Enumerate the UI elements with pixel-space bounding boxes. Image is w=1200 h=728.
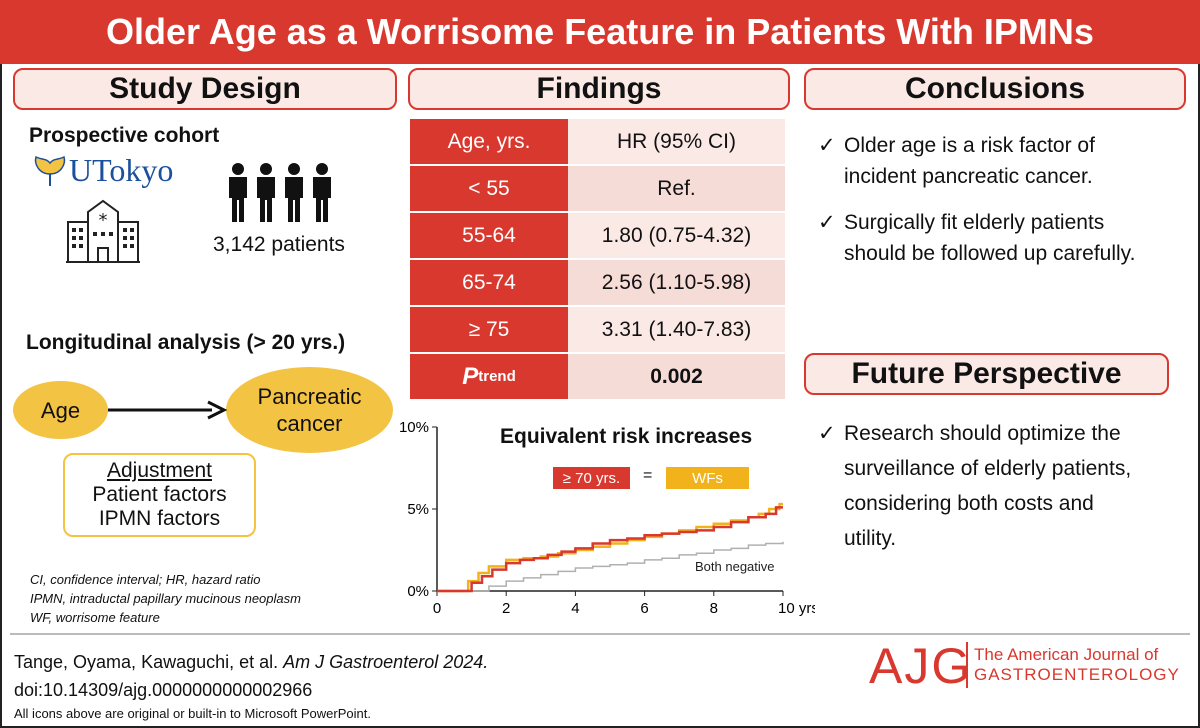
ptrend-sub: trend [478,368,516,385]
ptrend-p: P [462,362,479,390]
patient-count: 3,142 patients [213,233,345,256]
table-cell-age: 65-74 [410,260,568,307]
pancreatic-cancer-node: Pancreatic cancer [226,367,393,453]
pancreatic-cancer-line2: cancer [276,411,343,436]
series-line-age70 [437,506,783,593]
x-tick-label: 4 [571,600,579,617]
causal-arrow [108,400,228,420]
longitudinal-label: Longitudinal analysis (> 20 yrs.) [26,331,346,354]
legend-age70: ≥ 70 yrs. [553,467,630,489]
table-cell-age: ≥ 75 [410,307,568,354]
future-line3: considering both costs and [844,492,1094,515]
conclusion-1-line1: Older age is a risk factor of [844,134,1095,157]
conclusion-2-line1: Surgically fit elderly patients [844,211,1105,234]
series-line-wfs [437,502,783,593]
conclusion-2-line2: should be followed up carefully. [844,242,1136,265]
utokyo-text: UTokyo [69,152,174,188]
kaplan-meier-chart: 0 2 4 6 8 10 yrs. 0% 5% 10% Both negative [399,419,815,617]
table-header-hr: HR (95% CI) [568,119,785,166]
table-cell-hr: 2.56 (1.10-5.98) [568,260,785,307]
pancreatic-cancer-line1: Pancreatic [257,384,362,409]
table-cell-hr: Ref. [568,166,785,213]
future-perspective-header: Future Perspective [804,353,1169,395]
y-tick-label: 0% [407,583,429,600]
table-header-row: Age, yrs. HR (95% CI) [410,119,785,166]
chart-title: Equivalent risk increases [500,425,753,448]
adjustment-ipmn-factors: IPMN factors [98,507,221,530]
table-header-age: Age, yrs. [410,119,568,166]
page-title: Older Age as a Worrisome Feature in Pati… [0,0,1200,64]
abbrev-line-3: WF, worrisome feature [30,610,160,625]
x-tick-label: 8 [710,600,718,617]
findings-header: Findings [408,68,790,110]
adjustment-patient-factors: Patient factors [92,483,227,506]
adjustment-title: Adjustment [106,459,213,482]
series-line-neg [437,541,784,592]
ajg-logo-divider [966,642,968,688]
abbrev-line-1: CI, confidence interval; HR, hazard rati… [30,572,261,587]
abbrev-line-2: IPMN, intraductal papillary mucinous neo… [30,591,301,606]
conclusion-1-line2: incident pancreatic cancer. [844,165,1093,188]
y-tick-label: 5% [407,501,429,518]
future-item-1: ✓ Research should optimize the surveilla… [818,416,1131,556]
check-icon: ✓ [818,134,836,157]
check-icon: ✓ [818,422,836,445]
y-tick-label: 10% [399,419,429,436]
legend-wfs: WFs [666,467,749,489]
abbreviations: CI, confidence interval; HR, hazard rati… [30,570,301,627]
ginkgo-leaf-icon [34,155,66,186]
x-tick-label: 10 yrs. [778,600,815,617]
citation: Tange, Oyama, Kawaguchi, et al. Am J Gas… [14,652,488,673]
x-tick-label: 6 [640,600,648,617]
study-design-header: Study Design [13,68,397,110]
hazard-ratio-table: Age, yrs. HR (95% CI) < 55 Ref. 55-64 1.… [410,119,785,401]
future-line4: utility. [844,527,897,550]
future-line1: Research should optimize the [844,422,1121,445]
x-tick-label: 0 [433,600,441,617]
table-row: 55-64 1.80 (0.75-4.32) [410,213,785,260]
x-tick-label: 2 [502,600,510,617]
utokyo-logo: UTokyo [33,152,173,189]
doi: doi:10.14309/ajg.0000000000002966 [14,680,313,700]
conclusions-header: Conclusions [804,68,1186,110]
icons-note: All icons above are original or built-in… [14,706,371,721]
age-node: Age [13,381,108,439]
table-cell-hr: 3.31 (1.40-7.83) [568,307,785,354]
svg-text:*: * [99,210,108,231]
table-row: 65-74 2.56 (1.10-5.98) [410,260,785,307]
journal-name-line1: The American Journal of [974,645,1159,664]
legend-equals: = [643,467,653,484]
ajg-logo: AJG [869,638,973,694]
citation-authors: Tange, Oyama, Kawaguchi, et al. [14,652,284,672]
footer-divider [10,633,1190,635]
check-icon: ✓ [818,211,836,234]
table-row: < 55 Ref. [410,166,785,213]
adjustment-box: Adjustment Patient factors IPMN factors [63,453,256,537]
people-group-icon [229,163,331,222]
journal-name-line2: GASTROENTEROLOGY [974,665,1180,684]
conclusion-item-1: ✓ Older age is a risk factor of incident… [818,130,1095,192]
table-cell-ptrend-value: 0.002 [568,354,785,401]
conclusion-item-2: ✓ Surgically fit elderly patients should… [818,207,1135,269]
future-line2: surveillance of elderly patients, [844,457,1132,480]
table-cell-age: < 55 [410,166,568,213]
table-cell-age: 55-64 [410,213,568,260]
table-row: ≥ 75 3.31 (1.40-7.83) [410,307,785,354]
cohort-label: Prospective cohort [29,124,220,147]
table-cell-hr: 1.80 (0.75-4.32) [568,213,785,260]
citation-journal: Am J Gastroenterol 2024. [283,652,489,672]
hospital-icon: * [66,199,140,263]
both-negative-label: Both negative [695,559,775,574]
journal-name: The American Journal of GASTROENTEROLOGY [974,645,1180,685]
